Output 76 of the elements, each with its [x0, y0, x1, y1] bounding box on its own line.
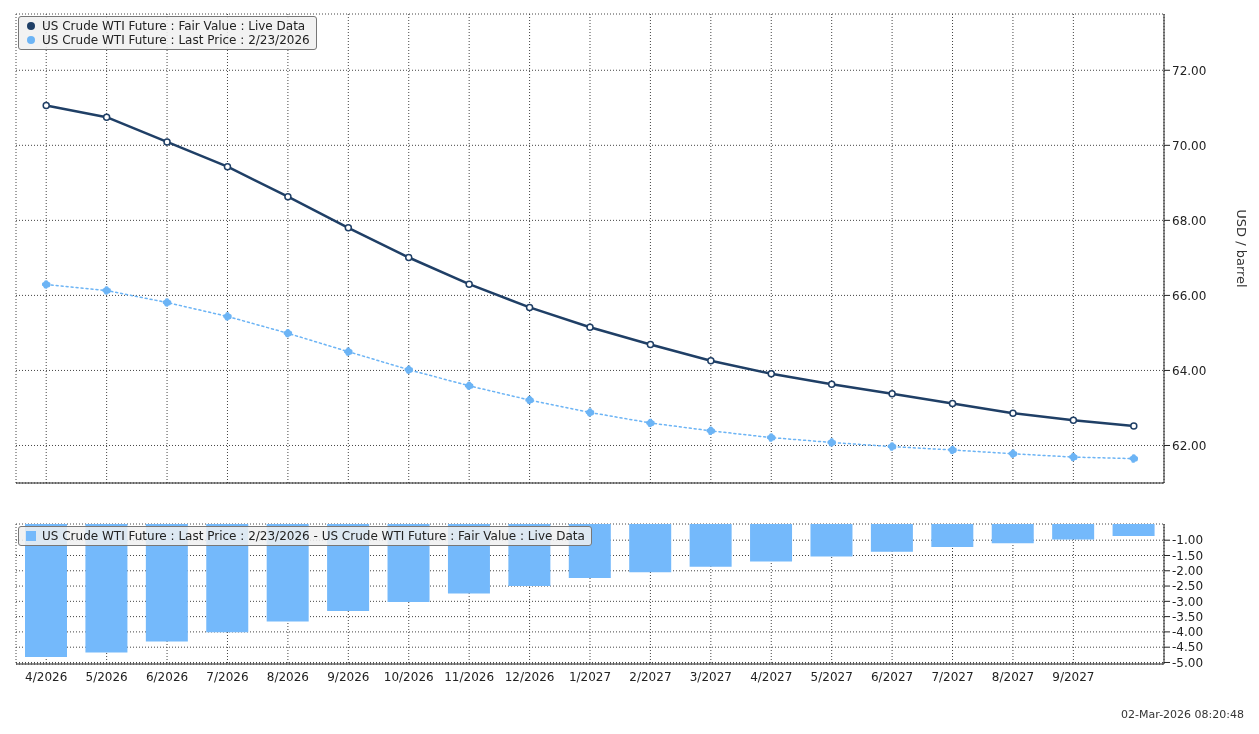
- y-tick-label: -4.50: [1172, 640, 1204, 655]
- legend-label: US Crude WTI Future : Last Price : 2/23/2026 - US Crude WTI Future : Fair Value : Live Data: [42, 529, 585, 543]
- x-tick-label: 5/2026: [85, 669, 128, 684]
- y-tick-label: -2.50: [1172, 579, 1204, 594]
- x-tick-label: 4/2026: [25, 669, 68, 684]
- y-tick-label: 68.00: [1172, 213, 1207, 228]
- point: [948, 445, 957, 455]
- point: [41, 280, 51, 289]
- y-axis-title: USD / barrel: [1234, 209, 1250, 288]
- legend-label: US Crude WTI Future : Fair Value : Live Data: [42, 19, 306, 33]
- point: [1130, 422, 1138, 430]
- y-tick-label: -3.50: [1172, 609, 1204, 624]
- point: [404, 253, 413, 262]
- y-tick-label: -3.00: [1172, 594, 1204, 609]
- y-tick-label: 66.00: [1172, 288, 1207, 303]
- y-tick-label: -1.50: [1172, 548, 1204, 563]
- point: [1008, 449, 1018, 458]
- point: [586, 323, 594, 332]
- point: [344, 224, 353, 232]
- x-tick-label: 7/2027: [931, 669, 974, 684]
- x-tick-label: 2/2027: [629, 669, 672, 684]
- point: [888, 389, 896, 398]
- point: [1069, 452, 1078, 462]
- point: [706, 426, 716, 436]
- point: [707, 356, 715, 365]
- point: [464, 381, 474, 391]
- point: [767, 433, 776, 442]
- y-tick-label: -1.00: [1172, 533, 1204, 548]
- point: [465, 280, 473, 288]
- point: [1069, 416, 1078, 425]
- point: [102, 113, 111, 121]
- point: [525, 303, 534, 312]
- y-tick-label: -4.00: [1172, 625, 1204, 640]
- y-tick-label: 64.00: [1172, 363, 1207, 378]
- x-tick-label: 7/2026: [206, 669, 249, 684]
- x-tick-label: 12/2026: [504, 669, 555, 684]
- point: [162, 298, 172, 307]
- point: [283, 329, 293, 338]
- x-tick-label: 11/2026: [444, 669, 495, 684]
- point: [585, 408, 595, 417]
- point: [284, 192, 292, 201]
- x-tick-label: 6/2027: [871, 669, 914, 684]
- x-tick-label: 4/2027: [750, 669, 793, 684]
- x-tick-label: 6/2026: [145, 669, 189, 684]
- point: [223, 162, 232, 171]
- point: [344, 347, 353, 356]
- point: [102, 286, 111, 295]
- point: [404, 365, 413, 374]
- point: [948, 399, 957, 408]
- point: [1129, 454, 1139, 463]
- y-tick-label: 62.00: [1172, 438, 1207, 453]
- y-tick-label: -2.00: [1172, 564, 1204, 579]
- point: [42, 101, 50, 110]
- y-tick-label: 70.00: [1172, 138, 1207, 153]
- point: [163, 138, 171, 146]
- x-tick-label: 10/2026: [383, 669, 434, 684]
- point: [646, 418, 655, 428]
- x-tick-label: 5/2027: [810, 669, 853, 684]
- text: 02-Mar-2026 08:20:48: [1120, 708, 1245, 721]
- point: [827, 438, 836, 447]
- x-tick-label: 3/2027: [689, 669, 732, 684]
- x-tick-label: 8/2027: [991, 669, 1035, 684]
- y-tick-label: 72.00: [1172, 63, 1207, 78]
- point: [887, 442, 897, 451]
- point: [767, 370, 776, 378]
- point: [525, 395, 534, 405]
- point: [646, 340, 655, 349]
- legend-label: US Crude WTI Future : Last Price : 2/23/2026: [42, 33, 310, 47]
- x-tick-label: 9/2026: [327, 669, 370, 684]
- y-tick-label: -5.00: [1172, 655, 1204, 670]
- x-tick-label: 8/2026: [266, 669, 309, 684]
- point: [1009, 409, 1017, 417]
- x-tick-label: 1/2027: [568, 669, 612, 684]
- point: [223, 312, 232, 321]
- point: [827, 380, 836, 389]
- x-tick-label: 9/2027: [1052, 669, 1095, 684]
